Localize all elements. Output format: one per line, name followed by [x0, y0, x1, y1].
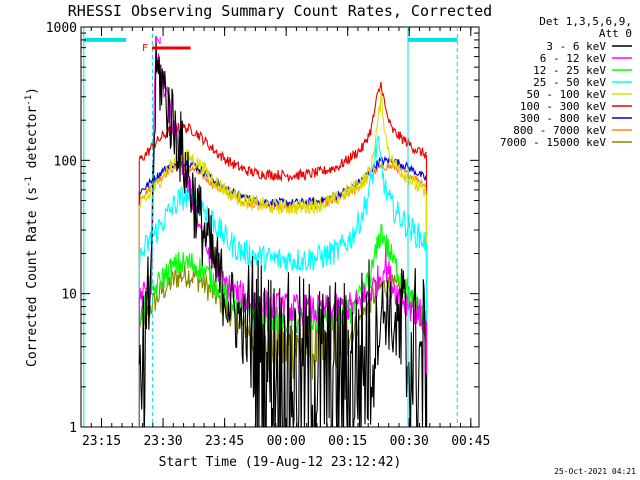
timestamp: 25-Oct-2021 04:21: [554, 467, 636, 476]
legend-label-4: 50 - 100 keV: [527, 88, 607, 101]
legend-label-5: 100 - 300 keV: [520, 100, 606, 113]
legend-label-8: 7000 - 15000 keV: [500, 136, 606, 149]
x-tick-label-6: 00:45: [451, 434, 490, 449]
y-axis-label-part2: detector: [25, 106, 40, 177]
series-line-0: [138, 36, 428, 427]
legend-label-3: 25 - 50 keV: [533, 76, 606, 89]
y-tick-label-3: 1000: [46, 21, 77, 36]
x-axis-label: Start Time (19-Aug-12 23:12:42): [159, 455, 402, 470]
y-tick-label-2: 100: [54, 154, 77, 169]
y-axis-label-part3: ): [25, 87, 40, 95]
x-tick-label-0: 23:15: [82, 434, 121, 449]
legend-label-6: 300 - 800 keV: [520, 112, 606, 125]
legend-header-line2: Att 0: [599, 27, 632, 40]
y-tick-label-1: 10: [61, 288, 77, 303]
legend-label-0: 3 - 6 keV: [546, 40, 606, 53]
x-tick-label-5: 00:30: [390, 434, 429, 449]
y-axis-label-part1: Corrected Count Rate (s: [25, 187, 40, 367]
x-tick-label-4: 00:15: [328, 434, 367, 449]
series-line-8: [138, 262, 428, 427]
flare-flag-label: F: [142, 43, 148, 54]
series-line-2: [138, 223, 428, 427]
x-tick-label-1: 23:30: [143, 434, 182, 449]
y-axis-label-sup1: -1: [24, 176, 34, 187]
legend-label-7: 800 - 7000 keV: [513, 124, 606, 137]
legend-label-1: 6 - 12 keV: [540, 52, 607, 65]
x-tick-label-2: 23:45: [205, 434, 244, 449]
saa-flag-label: N: [155, 36, 161, 47]
legend-label-2: 12 - 25 keV: [533, 64, 606, 77]
axes: 1 10 100 1000 23:15 23:30 23:45 00:00 00:15 00:30…: [46, 21, 491, 449]
x-tick-label-3: 00:00: [267, 434, 306, 449]
chart-title: RHESSI Observing Summary Count Rates, Co…: [68, 2, 492, 20]
plot-area: [83, 27, 458, 427]
y-axis-label-sup2: -1: [24, 95, 34, 106]
y-tick-label-0: 1: [69, 421, 77, 436]
legend-header-line1: Det 1,3,5,6,9,: [539, 15, 632, 28]
y-axis-label: Corrected Count Rate (s-1 detector-1): [24, 87, 40, 367]
